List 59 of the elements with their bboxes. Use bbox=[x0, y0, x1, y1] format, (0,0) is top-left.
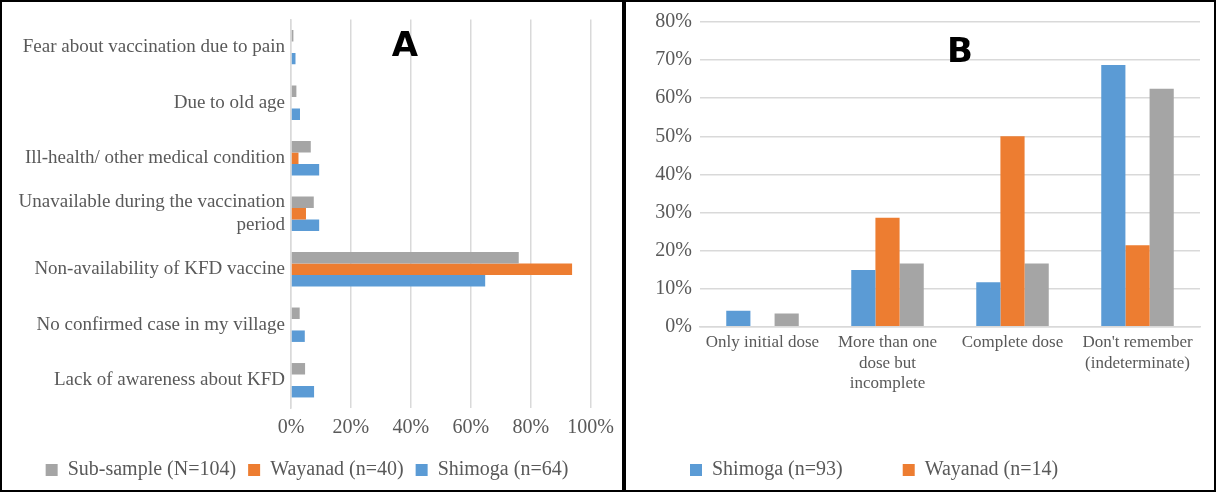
bar bbox=[291, 140, 311, 153]
legend-label: Shimoga (n=93) bbox=[712, 457, 843, 481]
x-tick-label: 40% bbox=[392, 415, 430, 438]
y-tick-label: No confirmed case in my village bbox=[36, 312, 285, 334]
x-tick-label: 80% bbox=[512, 415, 550, 438]
bar bbox=[976, 282, 1001, 327]
y-tick-label: Ill-health/ other medical condition bbox=[24, 146, 286, 168]
bar bbox=[1024, 263, 1049, 327]
legend-label: Shimoga (n=64) bbox=[437, 457, 569, 481]
bar bbox=[291, 207, 306, 220]
x-tick-label: 100% bbox=[567, 415, 615, 438]
bar bbox=[726, 310, 751, 327]
y-tick-label: 60% bbox=[655, 85, 692, 108]
y-tick-label: Due to old age bbox=[173, 90, 285, 112]
y-tick-label: 80% bbox=[655, 9, 692, 32]
bar bbox=[1125, 245, 1150, 327]
bar bbox=[291, 274, 486, 287]
legend-label: Wayanad (n=40) bbox=[270, 457, 404, 481]
legend-label: Sub-sample (N=104) bbox=[67, 457, 237, 481]
y-tick-label: 40% bbox=[655, 161, 692, 184]
y-tick-label: Fear about vaccination due to pain bbox=[22, 35, 286, 57]
bar bbox=[851, 270, 876, 327]
bar bbox=[291, 85, 297, 97]
legend-label: Wayanad (n=14) bbox=[924, 457, 1059, 481]
x-tick-label: More than one dose but incomplete bbox=[837, 332, 938, 393]
y-tick-label: 10% bbox=[655, 275, 692, 298]
y-tick-label: Unavailable during the vaccination period bbox=[18, 190, 286, 235]
x-tick-label: 20% bbox=[332, 415, 370, 438]
bar bbox=[291, 163, 320, 176]
bar bbox=[1149, 88, 1174, 327]
y-tick-label: 70% bbox=[655, 47, 692, 70]
bar bbox=[291, 219, 320, 231]
chart-title: A bbox=[391, 23, 419, 64]
bar bbox=[899, 263, 924, 327]
bar bbox=[291, 196, 314, 208]
x-tick-label: 60% bbox=[452, 415, 490, 438]
y-tick-label: 20% bbox=[655, 237, 692, 260]
y-tick-label: 0% bbox=[665, 314, 692, 337]
x-tick-label: Complete dose bbox=[961, 332, 1064, 352]
chart-title: B bbox=[947, 29, 973, 70]
x-tick-label: 0% bbox=[277, 415, 305, 438]
bar bbox=[291, 152, 299, 164]
y-tick-label: 30% bbox=[655, 199, 692, 222]
bar bbox=[774, 313, 799, 327]
bar bbox=[291, 252, 519, 264]
y-tick-label: 50% bbox=[655, 123, 692, 146]
bar bbox=[291, 263, 573, 275]
bar bbox=[291, 307, 300, 319]
x-tick-label: Don't remember (indeterminate) bbox=[1082, 332, 1193, 372]
bar bbox=[291, 385, 315, 398]
x-tick-label: Only initial dose bbox=[705, 332, 820, 352]
y-tick-label: Lack of awareness about KFD bbox=[53, 368, 285, 390]
bar bbox=[1101, 65, 1126, 327]
bar bbox=[291, 363, 306, 375]
bar bbox=[291, 108, 300, 120]
bar bbox=[291, 330, 305, 342]
y-tick-label: Non-availability of KFD vaccine bbox=[34, 257, 285, 279]
bar bbox=[875, 217, 900, 327]
bar bbox=[1000, 136, 1025, 327]
